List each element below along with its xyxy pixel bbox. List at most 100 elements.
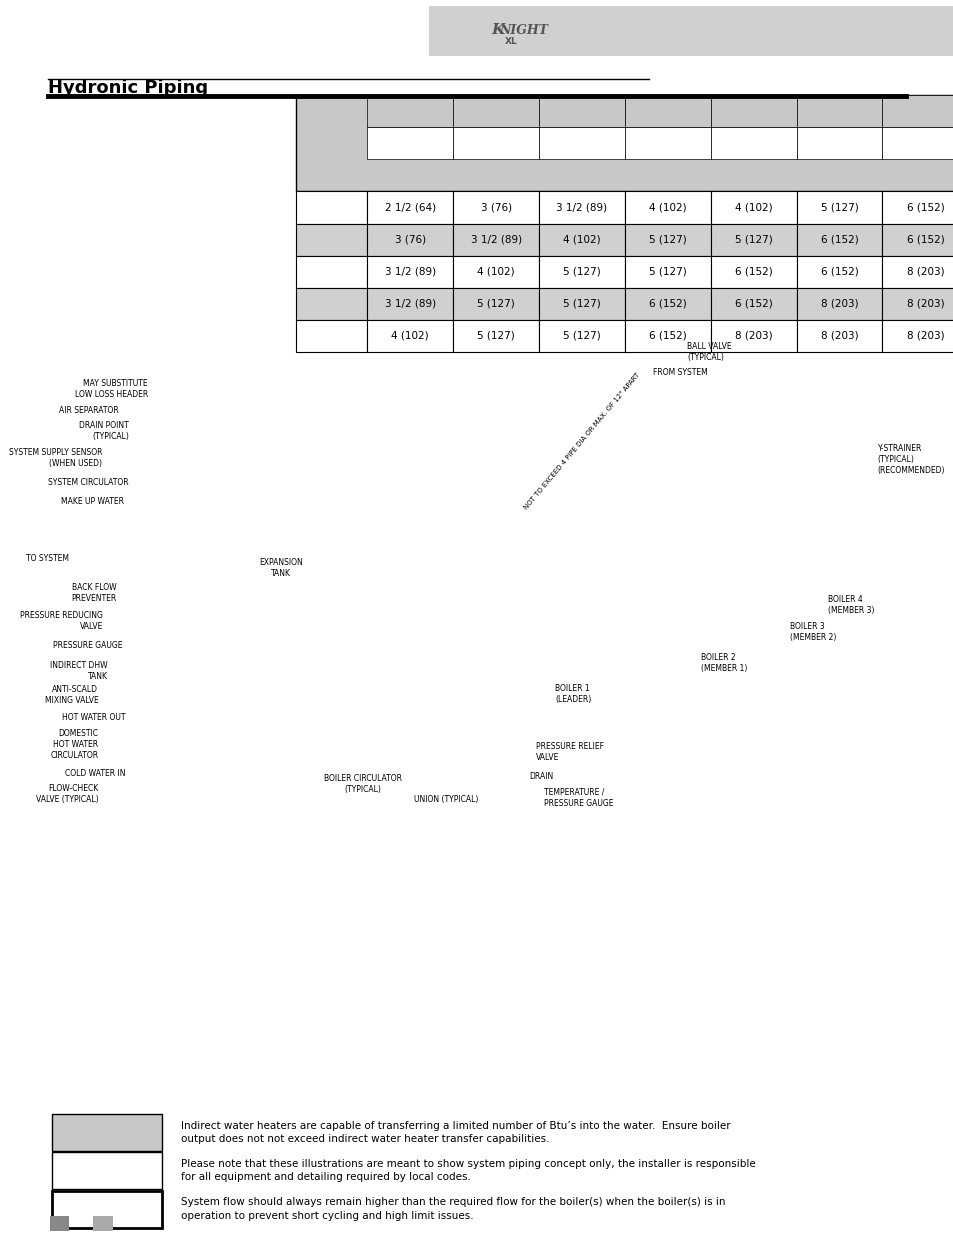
Text: BOILER 4
(MEMBER 3): BOILER 4 (MEMBER 3) (827, 595, 874, 615)
Bar (538, 127, 624, 159)
Text: PRESSURE RELIEF
VALVE: PRESSURE RELIEF VALVE (536, 742, 603, 762)
Bar (624, 320, 710, 352)
Bar (538, 256, 624, 288)
Text: K: K (491, 23, 504, 37)
Bar (710, 320, 796, 352)
Bar (538, 95, 624, 127)
Bar (52, 1114, 162, 1151)
Text: 5 (127): 5 (127) (734, 235, 772, 245)
Text: BOILER 1
(LEADER): BOILER 1 (LEADER) (555, 684, 591, 704)
Text: Indirect water heaters are capable of transferring a limited number of Btu’s int: Indirect water heaters are capable of tr… (181, 1121, 730, 1144)
Text: DOMESTIC
HOT WATER
CIRCULATOR: DOMESTIC HOT WATER CIRCULATOR (51, 729, 98, 761)
Bar (295, 288, 367, 320)
Text: DRAIN: DRAIN (529, 772, 553, 782)
Bar (52, 1152, 162, 1189)
Text: 8 (203): 8 (203) (734, 331, 772, 341)
Bar (367, 320, 453, 352)
Bar (882, 127, 953, 159)
Bar (367, 191, 453, 224)
Text: 6 (152): 6 (152) (905, 203, 943, 212)
Bar (538, 288, 624, 320)
Bar (796, 127, 882, 159)
Bar (710, 191, 796, 224)
Bar (367, 288, 453, 320)
Text: AIR SEPARATOR: AIR SEPARATOR (59, 405, 119, 415)
Text: PRESSURE GAUGE: PRESSURE GAUGE (52, 641, 122, 651)
Text: 3 1/2 (89): 3 1/2 (89) (470, 235, 521, 245)
Text: EXPANSION
TANK: EXPANSION TANK (259, 558, 303, 578)
Bar (453, 191, 538, 224)
Text: BOILER CIRCULATOR
(TYPICAL): BOILER CIRCULATOR (TYPICAL) (323, 774, 401, 794)
Text: MAKE UP WATER: MAKE UP WATER (61, 496, 124, 506)
Bar (453, 127, 538, 159)
Text: 6 (152): 6 (152) (734, 299, 772, 309)
Bar (796, 95, 882, 127)
Text: 3 1/2 (89): 3 1/2 (89) (384, 267, 436, 277)
Text: FROM SYSTEM: FROM SYSTEM (653, 368, 707, 378)
Bar (453, 95, 538, 127)
Bar (453, 288, 538, 320)
Bar (624, 95, 710, 127)
Text: System flow should always remain higher than the required flow for the boiler(s): System flow should always remain higher … (181, 1198, 725, 1220)
Text: TO SYSTEM: TO SYSTEM (26, 553, 69, 563)
Bar (295, 95, 953, 191)
Bar (367, 224, 453, 256)
Text: MAY SUBSTITUTE
LOW LOSS HEADER: MAY SUBSTITUTE LOW LOSS HEADER (74, 379, 148, 399)
Bar (453, 224, 538, 256)
Text: 5 (127): 5 (127) (648, 267, 686, 277)
Bar (882, 95, 953, 127)
Bar (882, 288, 953, 320)
Bar (796, 256, 882, 288)
Bar (796, 320, 882, 352)
Text: 6 (152): 6 (152) (820, 267, 858, 277)
Bar (796, 288, 882, 320)
Bar (710, 256, 796, 288)
Text: 4 (102): 4 (102) (391, 331, 429, 341)
Text: 4 (102): 4 (102) (648, 203, 686, 212)
Text: NOT TO EXCEED 4 PIPE DIA OR MAX. OF 12" APART: NOT TO EXCEED 4 PIPE DIA OR MAX. OF 12" … (522, 372, 640, 510)
Text: BALL VALVE
(TYPICAL): BALL VALVE (TYPICAL) (686, 342, 731, 362)
Bar (52, 1191, 162, 1228)
Bar (710, 224, 796, 256)
Text: 6 (152): 6 (152) (734, 267, 772, 277)
Text: Y-STRAINER
(TYPICAL)
(RECOMMENDED): Y-STRAINER (TYPICAL) (RECOMMENDED) (877, 443, 944, 475)
Text: PRESSURE REDUCING
VALVE: PRESSURE REDUCING VALVE (20, 611, 103, 631)
Bar (538, 224, 624, 256)
Text: 3 (76): 3 (76) (395, 235, 425, 245)
Bar (624, 224, 710, 256)
Bar (710, 288, 796, 320)
Bar (429, 6, 953, 56)
Bar (367, 127, 453, 159)
Text: DRAIN POINT
(TYPICAL): DRAIN POINT (TYPICAL) (79, 421, 129, 441)
Bar (367, 95, 453, 127)
Bar (882, 191, 953, 224)
Text: HOT WATER OUT: HOT WATER OUT (62, 713, 126, 722)
Text: BOILER 3
(MEMBER 2): BOILER 3 (MEMBER 2) (789, 622, 836, 642)
Text: 4 (102): 4 (102) (734, 203, 772, 212)
Text: Please note that these illustrations are meant to show system piping concept onl: Please note that these illustrations are… (181, 1160, 755, 1182)
Text: SYSTEM SUPPLY SENSOR
(WHEN USED): SYSTEM SUPPLY SENSOR (WHEN USED) (9, 448, 102, 468)
Text: 5 (127): 5 (127) (562, 331, 600, 341)
Text: BACK FLOW
PREVENTER: BACK FLOW PREVENTER (71, 583, 116, 603)
Text: 4 (102): 4 (102) (476, 267, 515, 277)
Text: 8 (203): 8 (203) (820, 331, 858, 341)
Text: 6 (152): 6 (152) (648, 299, 686, 309)
Text: 8 (203): 8 (203) (905, 267, 943, 277)
Bar (453, 320, 538, 352)
Text: 6 (152): 6 (152) (648, 331, 686, 341)
Text: TEMPERATURE /
PRESSURE GAUGE: TEMPERATURE / PRESSURE GAUGE (543, 788, 613, 808)
Bar (295, 191, 367, 224)
Bar (538, 320, 624, 352)
Bar (453, 256, 538, 288)
Bar (367, 256, 453, 288)
Bar (796, 224, 882, 256)
Bar (624, 256, 710, 288)
Bar (50, 1216, 69, 1231)
Text: ANTI-SCALD
MIXING VALVE: ANTI-SCALD MIXING VALVE (45, 685, 98, 705)
Text: 5 (127): 5 (127) (476, 331, 515, 341)
Bar (882, 256, 953, 288)
Text: 6 (152): 6 (152) (905, 235, 943, 245)
Text: 8 (203): 8 (203) (820, 299, 858, 309)
Text: 5 (127): 5 (127) (820, 203, 858, 212)
Bar (93, 1216, 112, 1231)
